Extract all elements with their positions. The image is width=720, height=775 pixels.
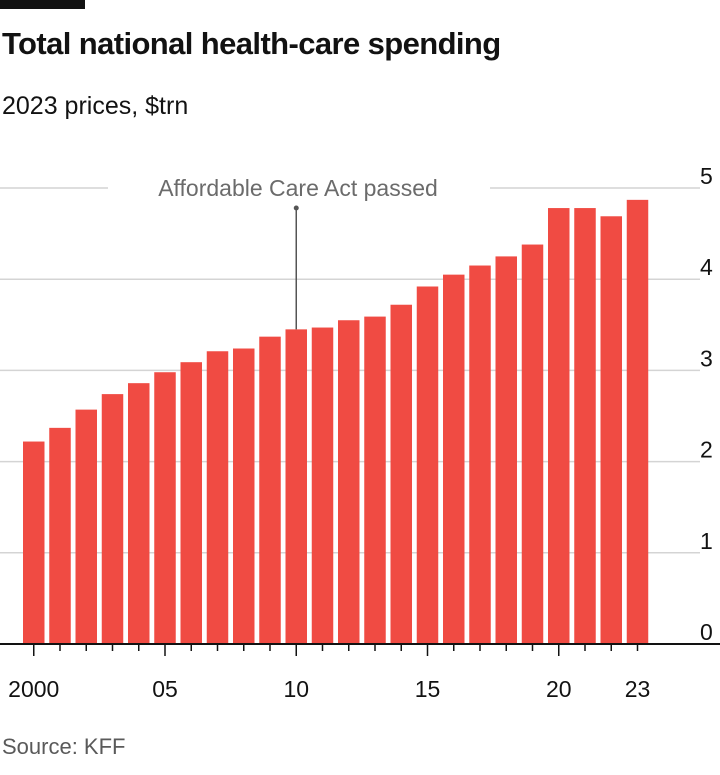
x-tick-label: 15 [415, 676, 441, 702]
bar-2015 [416, 286, 439, 644]
bar-2008 [233, 348, 255, 644]
bar-2005 [154, 372, 176, 644]
bar-2012 [338, 320, 360, 644]
y-tick-label: 5 [700, 163, 713, 189]
bar-2021 [574, 208, 596, 644]
x-tick-label: 2000 [8, 676, 59, 702]
source-note: Source: KFF [2, 734, 126, 759]
bar-2010 [285, 329, 307, 644]
bar-2019 [521, 244, 544, 644]
x-tick-label: 05 [152, 676, 178, 702]
bar-2011 [311, 327, 334, 644]
x-tick-label: 10 [283, 676, 309, 702]
bar-2020 [548, 208, 570, 644]
bar-2002 [75, 409, 97, 644]
y-tick-label: 3 [700, 345, 713, 371]
bar-2006 [180, 362, 202, 644]
bar-2001 [49, 427, 71, 644]
bar-2014 [390, 304, 412, 644]
chart-title: Total national health-care spending [2, 26, 501, 61]
annotation-label: Affordable Care Act passed [158, 175, 438, 201]
bar-2017 [469, 265, 491, 644]
bar-2022 [600, 216, 622, 644]
x-tick-label: 20 [546, 676, 572, 702]
bar-2016 [443, 274, 465, 644]
bar-2023 [626, 199, 649, 644]
y-tick-label: 2 [700, 437, 713, 463]
chart-subtitle: 2023 prices, $trn [2, 92, 189, 120]
bar-2000 [23, 441, 45, 644]
y-tick-label: 0 [700, 619, 713, 645]
brand-bar [0, 0, 85, 9]
y-tick-label: 4 [700, 254, 713, 280]
bar-2009 [259, 336, 281, 644]
bar-2003 [101, 394, 124, 644]
bar-2013 [364, 316, 386, 644]
x-tick-label: 23 [625, 676, 651, 702]
bar-2004 [128, 383, 150, 644]
y-tick-label: 1 [700, 528, 713, 554]
bar-2018 [495, 256, 517, 644]
bar-2007 [206, 351, 229, 644]
